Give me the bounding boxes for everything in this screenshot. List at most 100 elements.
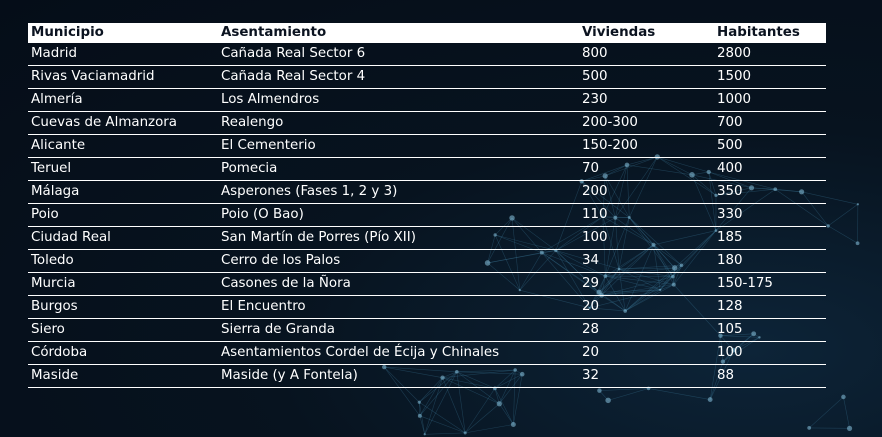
municipio-cell: Rivas Vaciamadrid bbox=[28, 65, 218, 89]
network-dot bbox=[707, 397, 713, 402]
table-header-row: Municipio Asentamiento Viviendas Habitan… bbox=[28, 23, 826, 43]
habitantes-cell: 88 bbox=[714, 364, 826, 388]
table-row: Poio Poio (O Bao) 110 330 bbox=[28, 203, 826, 227]
municipio-cell: Almería bbox=[28, 88, 218, 112]
asentamiento-cell: Los Almendros bbox=[218, 88, 579, 112]
viviendas-cell: 28 bbox=[579, 318, 714, 342]
municipio-cell: Alicante bbox=[28, 134, 218, 158]
municipio-cell: Madrid bbox=[28, 43, 218, 66]
asentamiento-cell: El Cementerio bbox=[218, 134, 579, 158]
network-line bbox=[843, 396, 850, 429]
habitantes-cell: 2800 bbox=[714, 43, 826, 66]
municipio-cell: Toledo bbox=[28, 249, 218, 273]
table-row: Ciudad Real San Martín de Porres (Pío XII… bbox=[28, 226, 826, 250]
habitantes-cell: 128 bbox=[714, 295, 826, 319]
table-row: Maside Maside (y A Fontela) 32 88 bbox=[28, 364, 826, 388]
network-line bbox=[808, 396, 844, 429]
asentamiento-cell: Realengo bbox=[218, 111, 579, 135]
viviendas-cell: 20 bbox=[579, 341, 714, 365]
municipio-cell: Poio bbox=[28, 203, 218, 227]
network-dot bbox=[423, 433, 426, 436]
asentamiento-cell: Poio (O Bao) bbox=[218, 203, 579, 227]
viviendas-cell: 34 bbox=[579, 249, 714, 273]
network-dot bbox=[646, 386, 651, 391]
table-row: Almería Los Almendros 230 1000 bbox=[28, 88, 826, 112]
habitantes-cell: 500 bbox=[714, 134, 826, 158]
viviendas-cell: 200 bbox=[579, 180, 714, 204]
habitantes-cell: 150-175 bbox=[714, 272, 826, 296]
asentamiento-cell: Cerro de los Palos bbox=[218, 249, 579, 273]
asentamiento-cell: Casones de la Ñora bbox=[218, 272, 579, 296]
network-line bbox=[424, 432, 466, 435]
network-dot bbox=[510, 422, 516, 427]
municipio-cell: Teruel bbox=[28, 157, 218, 181]
viviendas-cell: 32 bbox=[579, 364, 714, 388]
municipio-cell: Siero bbox=[28, 318, 218, 342]
network-line bbox=[827, 204, 859, 227]
table-row: Cuevas de Almanzora Realengo 200-300 700 bbox=[28, 111, 826, 135]
habitantes-cell: 100 bbox=[714, 341, 826, 365]
network-line bbox=[419, 415, 426, 435]
network-line bbox=[599, 388, 649, 391]
habitantes-cell: 180 bbox=[714, 249, 826, 273]
habitantes-cell: 185 bbox=[714, 226, 826, 250]
table-row: Rivas Vaciamadrid Cañada Real Sector 4 500… bbox=[28, 65, 826, 89]
header-municipio: Municipio bbox=[28, 23, 218, 43]
municipio-cell: Málaga bbox=[28, 180, 218, 204]
viviendas-cell: 29 bbox=[579, 272, 714, 296]
viviendas-cell: 200-300 bbox=[579, 111, 714, 135]
network-line bbox=[494, 388, 500, 404]
asentamiento-cell: Cañada Real Sector 4 bbox=[218, 65, 579, 89]
network-dot bbox=[826, 224, 830, 228]
habitantes-cell: 1500 bbox=[714, 65, 826, 89]
asentamiento-cell: Pomecia bbox=[218, 157, 579, 181]
viviendas-cell: 100 bbox=[579, 226, 714, 250]
network-line bbox=[464, 388, 496, 434]
network-line bbox=[608, 388, 649, 401]
municipio-cell: Murcia bbox=[28, 272, 218, 296]
habitantes-cell: 330 bbox=[714, 203, 826, 227]
network-line bbox=[418, 402, 421, 416]
network-line bbox=[464, 403, 500, 434]
municipio-cell: Cuevas de Almanzora bbox=[28, 111, 218, 135]
municipio-cell: Ciudad Real bbox=[28, 226, 218, 250]
viviendas-cell: 70 bbox=[579, 157, 714, 181]
table-body: Madrid Cañada Real Sector 6 800 2800 Rivas V… bbox=[28, 43, 826, 388]
viviendas-cell: 500 bbox=[579, 65, 714, 89]
asentamiento-cell: Cañada Real Sector 6 bbox=[218, 43, 579, 66]
network-line bbox=[494, 388, 514, 425]
viviendas-cell: 800 bbox=[579, 43, 714, 66]
asentamiento-cell: El Encuentro bbox=[218, 295, 579, 319]
network-dot bbox=[856, 203, 860, 206]
asentamiento-cell: Asperones (Fases 1, 2 y 3) bbox=[218, 180, 579, 204]
network-line bbox=[419, 415, 466, 434]
header-viviendas: Viviendas bbox=[579, 23, 714, 43]
municipio-cell: Córdoba bbox=[28, 341, 218, 365]
habitantes-cell: 1000 bbox=[714, 88, 826, 112]
viviendas-cell: 150-200 bbox=[579, 134, 714, 158]
viviendas-cell: 20 bbox=[579, 295, 714, 319]
network-line bbox=[465, 424, 514, 434]
network-dot bbox=[605, 397, 611, 404]
viviendas-cell: 110 bbox=[579, 203, 714, 227]
network-dot bbox=[463, 431, 467, 435]
table-row: Córdoba Asentamientos Cordel de Écija y C… bbox=[28, 341, 826, 365]
network-line bbox=[419, 401, 466, 434]
asentamiento-cell: San Martín de Porres (Pío XII) bbox=[218, 226, 579, 250]
network-dot bbox=[841, 394, 846, 400]
table-row: Burgos El Encuentro 20 128 bbox=[28, 295, 826, 319]
table-row: Siero Sierra de Granda 28 105 bbox=[28, 318, 826, 342]
network-dot bbox=[597, 388, 602, 393]
habitantes-cell: 105 bbox=[714, 318, 826, 342]
asentamiento-cell: Maside (y A Fontela) bbox=[218, 364, 579, 388]
settlements-table: Municipio Asentamiento Viviendas Habitan… bbox=[28, 23, 826, 388]
network-dot bbox=[496, 401, 502, 407]
header-asentamiento: Asentamiento bbox=[218, 23, 579, 43]
table-row: Madrid Cañada Real Sector 6 800 2800 bbox=[28, 43, 826, 66]
network-line bbox=[648, 388, 711, 400]
municipio-cell: Burgos bbox=[28, 295, 218, 319]
network-line bbox=[499, 403, 514, 425]
asentamiento-cell: Asentamientos Cordel de Écija y Chinales bbox=[218, 341, 579, 365]
habitantes-cell: 700 bbox=[714, 111, 826, 135]
habitantes-cell: 350 bbox=[714, 180, 826, 204]
